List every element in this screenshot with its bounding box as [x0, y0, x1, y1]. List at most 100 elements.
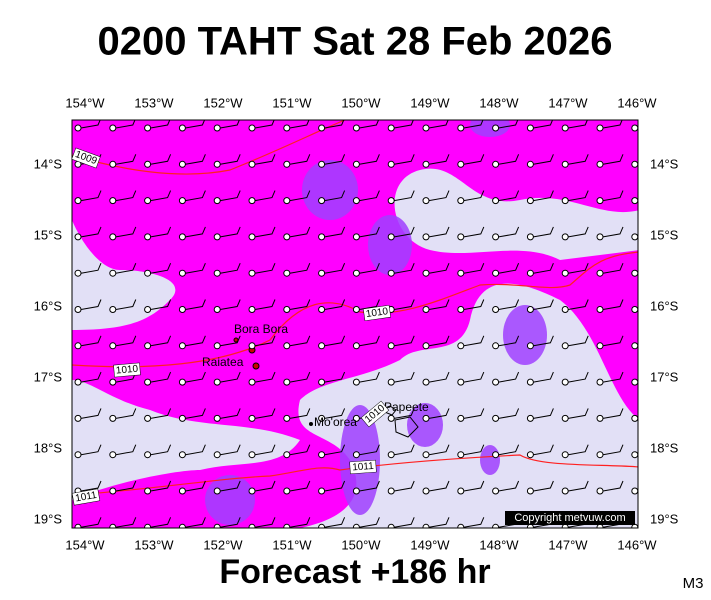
barb — [602, 371, 624, 383]
barb — [185, 371, 206, 383]
barb — [602, 263, 624, 274]
barb-station — [109, 197, 117, 205]
barb-station — [631, 197, 638, 205]
barb — [150, 190, 172, 202]
barb-station — [492, 124, 500, 132]
barb-station — [318, 487, 326, 495]
barb — [498, 480, 520, 492]
barb-station — [248, 269, 256, 277]
barb-station — [561, 342, 569, 350]
lat-label-right: 14°S — [650, 156, 679, 171]
barb-station — [318, 523, 326, 528]
barb-station — [318, 269, 326, 277]
barb-station — [248, 197, 256, 205]
barb-station — [526, 269, 534, 277]
barb-station — [561, 233, 569, 241]
barb-station — [144, 451, 152, 459]
barb-station — [422, 124, 430, 132]
isobar-label-box — [71, 147, 101, 169]
barb — [498, 335, 520, 347]
lon-label-bottom: 150°W — [341, 537, 381, 552]
barb-station — [422, 269, 430, 277]
barb — [185, 263, 206, 274]
barb-station — [352, 269, 360, 277]
lat-label-left: 15°S — [34, 227, 63, 242]
barb-station — [283, 124, 291, 132]
barb — [289, 263, 311, 274]
labels: 154°W 154°W 153°W 153°W 152°W 152°W 151°W 151°W… — [34, 95, 679, 552]
barb — [568, 154, 589, 165]
barb — [533, 263, 554, 274]
isobar-label-box — [349, 459, 377, 475]
barb-station — [596, 342, 604, 350]
barb — [115, 335, 137, 347]
barb — [428, 226, 450, 238]
barb — [498, 190, 520, 202]
barb — [150, 444, 172, 456]
barb-station — [352, 523, 360, 528]
barb-station — [457, 523, 465, 528]
barb — [80, 226, 102, 238]
barb — [254, 263, 276, 274]
barb — [289, 299, 311, 310]
barb — [150, 371, 172, 383]
isobar-label: 1011 — [71, 488, 101, 506]
barb — [463, 226, 485, 238]
barb-station — [283, 414, 291, 422]
lon-label-top: 154°W — [65, 95, 105, 110]
lon-label-top: 152°W — [203, 95, 243, 110]
barb — [185, 408, 206, 419]
barb-station — [631, 523, 638, 528]
barb-station — [109, 487, 117, 495]
barb-station — [213, 124, 221, 132]
barb-station — [596, 124, 604, 132]
barb — [428, 335, 450, 347]
barb-station — [109, 124, 117, 132]
barb — [568, 226, 589, 238]
barb — [254, 371, 276, 383]
barb — [289, 226, 311, 238]
barb — [359, 371, 380, 383]
barb-station — [526, 233, 534, 241]
barb-station — [109, 451, 117, 459]
barb — [568, 335, 589, 347]
barb-station — [74, 124, 82, 132]
lon-label-top: 153°W — [134, 95, 174, 110]
barb-station — [422, 306, 430, 313]
lat-label-right: 16°S — [650, 298, 679, 313]
barb — [637, 272, 638, 274]
barb-station — [144, 269, 152, 277]
barb — [394, 335, 415, 347]
barb-station — [248, 342, 256, 350]
barb-station — [109, 306, 117, 313]
barb — [428, 408, 450, 419]
barb — [533, 299, 554, 310]
barb — [115, 154, 137, 165]
barb-station — [74, 342, 82, 350]
barb — [498, 154, 520, 165]
barb-station — [178, 197, 186, 205]
barb-station — [596, 197, 604, 205]
barb-station — [561, 197, 569, 205]
barb — [220, 444, 241, 456]
isobar-label: 1011 — [349, 459, 377, 475]
forecast-label: Forecast +186 hr — [219, 553, 490, 591]
barb — [428, 480, 450, 492]
lon-label-bottom: 148°W — [479, 537, 519, 552]
isobar-label-box — [71, 488, 101, 506]
barb-station — [213, 378, 221, 386]
barb-station — [457, 269, 465, 277]
barb-station — [526, 414, 534, 422]
barb — [498, 371, 520, 383]
barb-station — [283, 487, 291, 495]
lon-label-top: 151°W — [272, 95, 312, 110]
barb-station — [457, 160, 465, 168]
barb-station — [492, 269, 500, 277]
barb-station — [631, 269, 638, 277]
barb — [428, 444, 450, 456]
barb — [637, 127, 638, 129]
barb — [324, 444, 346, 456]
barb-station — [178, 378, 186, 386]
isobar-label-text: 1010 — [365, 306, 389, 320]
